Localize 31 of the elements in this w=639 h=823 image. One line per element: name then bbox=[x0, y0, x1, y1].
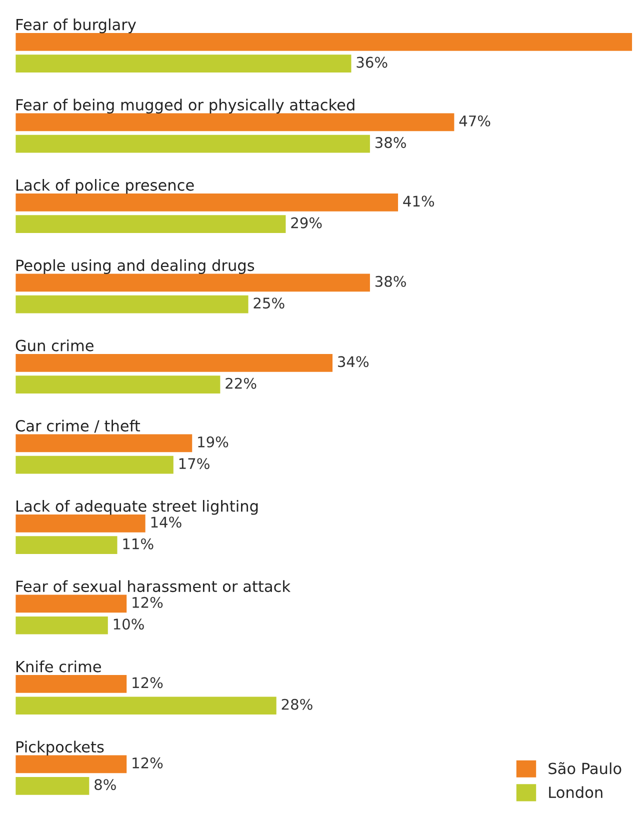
data-label: 22% bbox=[226, 378, 256, 389]
y-tick-label: Gun crime bbox=[16, 340, 94, 352]
data-label: 29% bbox=[291, 217, 322, 228]
y-tick-label: People using and dealing drugs bbox=[16, 259, 254, 274]
data-label: 47% bbox=[459, 115, 490, 126]
data-label: 38% bbox=[375, 276, 406, 287]
y-tick-label: Fear of sexual harassment or attack bbox=[16, 580, 291, 592]
y-tick-label: Knife crime bbox=[16, 660, 101, 672]
y-tick-label: Fear of burglary bbox=[16, 18, 136, 34]
data-label: 17% bbox=[179, 458, 210, 470]
y-tick-label: Lack of adequate street lighting bbox=[16, 500, 258, 515]
data-label: 10% bbox=[114, 618, 144, 630]
data-label: 8% bbox=[94, 779, 116, 790]
data-label: 25% bbox=[254, 298, 284, 309]
data-label: 34% bbox=[338, 356, 369, 368]
data-label: 12% bbox=[132, 596, 163, 608]
data-label: 36% bbox=[356, 56, 388, 68]
data-label: 12% bbox=[132, 677, 163, 688]
data-label: 11% bbox=[123, 538, 154, 550]
data-label: 14% bbox=[151, 516, 182, 528]
data-label: 28% bbox=[282, 698, 312, 710]
legend-label: London bbox=[549, 786, 602, 798]
y-tick-label: Car crime / theft bbox=[16, 420, 140, 433]
data-label: 41% bbox=[403, 196, 434, 207]
data-label: 38% bbox=[375, 137, 406, 148]
y-tick-label: Pickpockets bbox=[16, 740, 104, 756]
data-label: 19% bbox=[198, 436, 228, 448]
legend-label: São Paulo bbox=[548, 762, 622, 774]
data-label: 12% bbox=[132, 757, 163, 768]
y-tick-label: Lack of police presence bbox=[16, 179, 194, 194]
y-tick-label: Fear of being mugged or physically attacked bbox=[16, 98, 354, 114]
